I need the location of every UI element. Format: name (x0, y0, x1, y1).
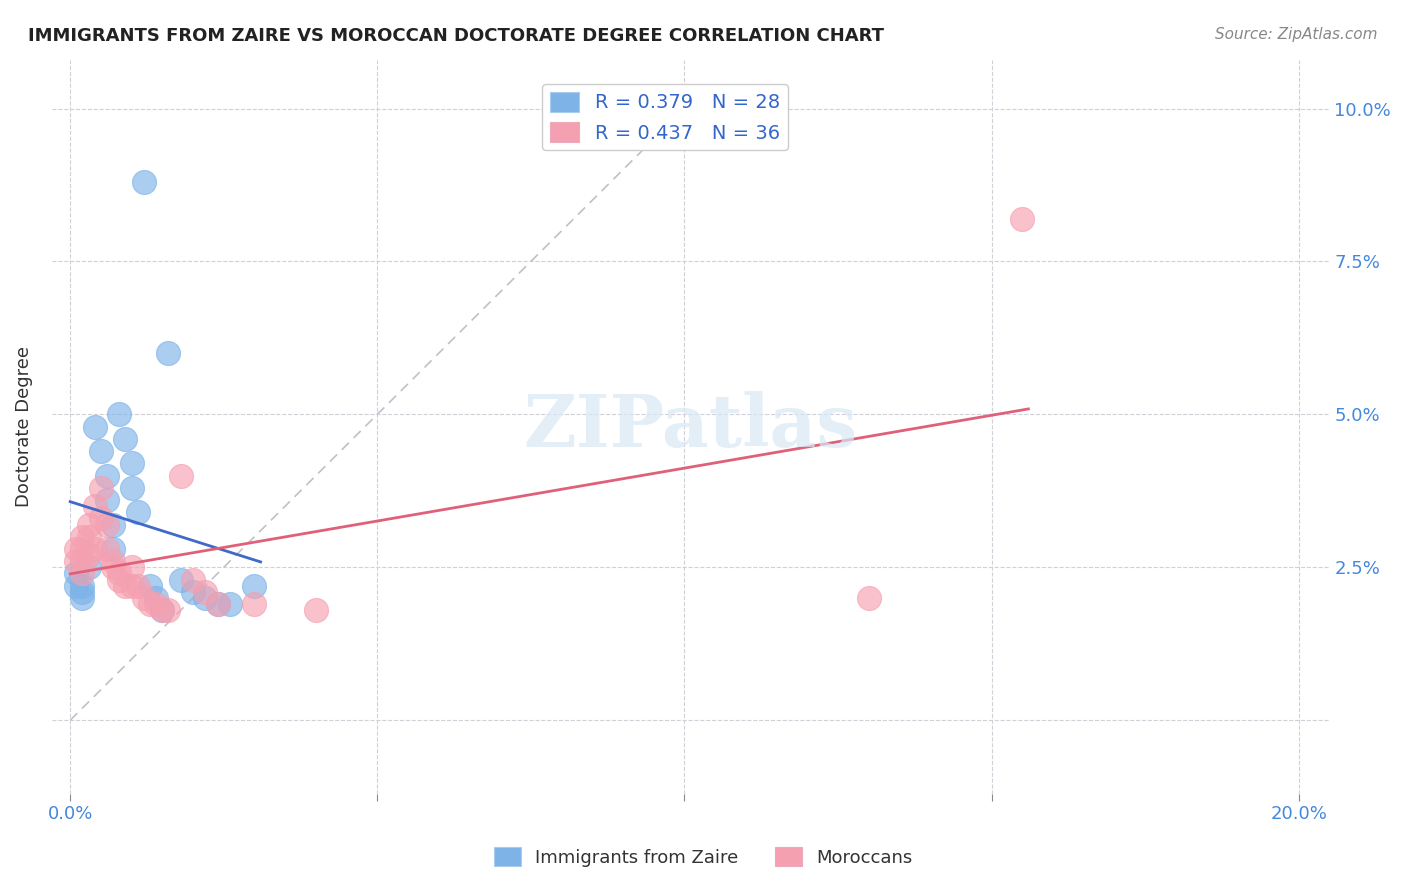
Point (207, 597, 229, 611)
Point (90, 444, 112, 458)
Legend: R = 0.379   N = 28, R = 0.437   N = 36: R = 0.379 N = 28, R = 0.437 N = 36 (543, 84, 787, 151)
Point (114, 432, 136, 446)
Point (150, 603, 173, 617)
Point (83, 499, 105, 513)
Point (127, 579, 149, 593)
Point (72, 530, 94, 544)
Point (170, 573, 193, 587)
Point (170, 468, 193, 483)
Point (65, 566, 87, 581)
Point (858, 591, 880, 605)
Point (96, 517, 118, 532)
Point (150, 603, 173, 617)
Point (108, 566, 131, 581)
Point (132, 175, 155, 189)
Point (96, 468, 118, 483)
Point (72, 541, 94, 556)
Point (305, 603, 328, 617)
Point (108, 408, 131, 422)
Point (121, 481, 143, 495)
Point (132, 591, 155, 605)
Point (243, 579, 266, 593)
Point (65, 541, 87, 556)
Point (1011, 211, 1033, 226)
Point (77, 517, 100, 532)
Point (72, 584, 94, 599)
Point (77, 560, 100, 574)
Point (139, 579, 162, 593)
Point (96, 493, 118, 508)
Text: IMMIGRANTS FROM ZAIRE VS MOROCCAN DOCTORATE DEGREE CORRELATION CHART: IMMIGRANTS FROM ZAIRE VS MOROCCAN DOCTOR… (28, 27, 884, 45)
Point (207, 597, 229, 611)
Point (181, 584, 204, 599)
Point (127, 505, 149, 519)
Point (72, 579, 94, 593)
Point (145, 591, 167, 605)
Point (72, 591, 94, 605)
Point (157, 603, 180, 617)
Point (77, 530, 100, 544)
Point (72, 566, 94, 581)
Point (101, 560, 124, 574)
Point (65, 579, 87, 593)
Y-axis label: Doctorate Degree: Doctorate Degree (15, 346, 32, 508)
Point (243, 597, 266, 611)
Point (121, 456, 143, 470)
Point (157, 346, 180, 360)
Point (72, 554, 94, 568)
Text: ZIPatlas: ZIPatlas (523, 391, 858, 462)
Point (194, 584, 217, 599)
Point (90, 511, 112, 525)
Point (101, 541, 124, 556)
Point (114, 579, 136, 593)
Point (77, 548, 100, 562)
Point (121, 579, 143, 593)
Point (219, 597, 242, 611)
Point (96, 541, 118, 556)
Point (181, 573, 204, 587)
Point (83, 541, 105, 556)
Point (108, 573, 131, 587)
Point (83, 419, 105, 434)
Point (90, 481, 112, 495)
Text: Source: ZipAtlas.com: Source: ZipAtlas.com (1215, 27, 1378, 42)
Point (194, 591, 217, 605)
Point (101, 517, 124, 532)
Point (101, 554, 124, 568)
Point (139, 597, 162, 611)
Point (145, 597, 167, 611)
Legend: Immigrants from Zaire, Moroccans: Immigrants from Zaire, Moroccans (486, 840, 920, 874)
Point (121, 560, 143, 574)
Point (65, 554, 87, 568)
